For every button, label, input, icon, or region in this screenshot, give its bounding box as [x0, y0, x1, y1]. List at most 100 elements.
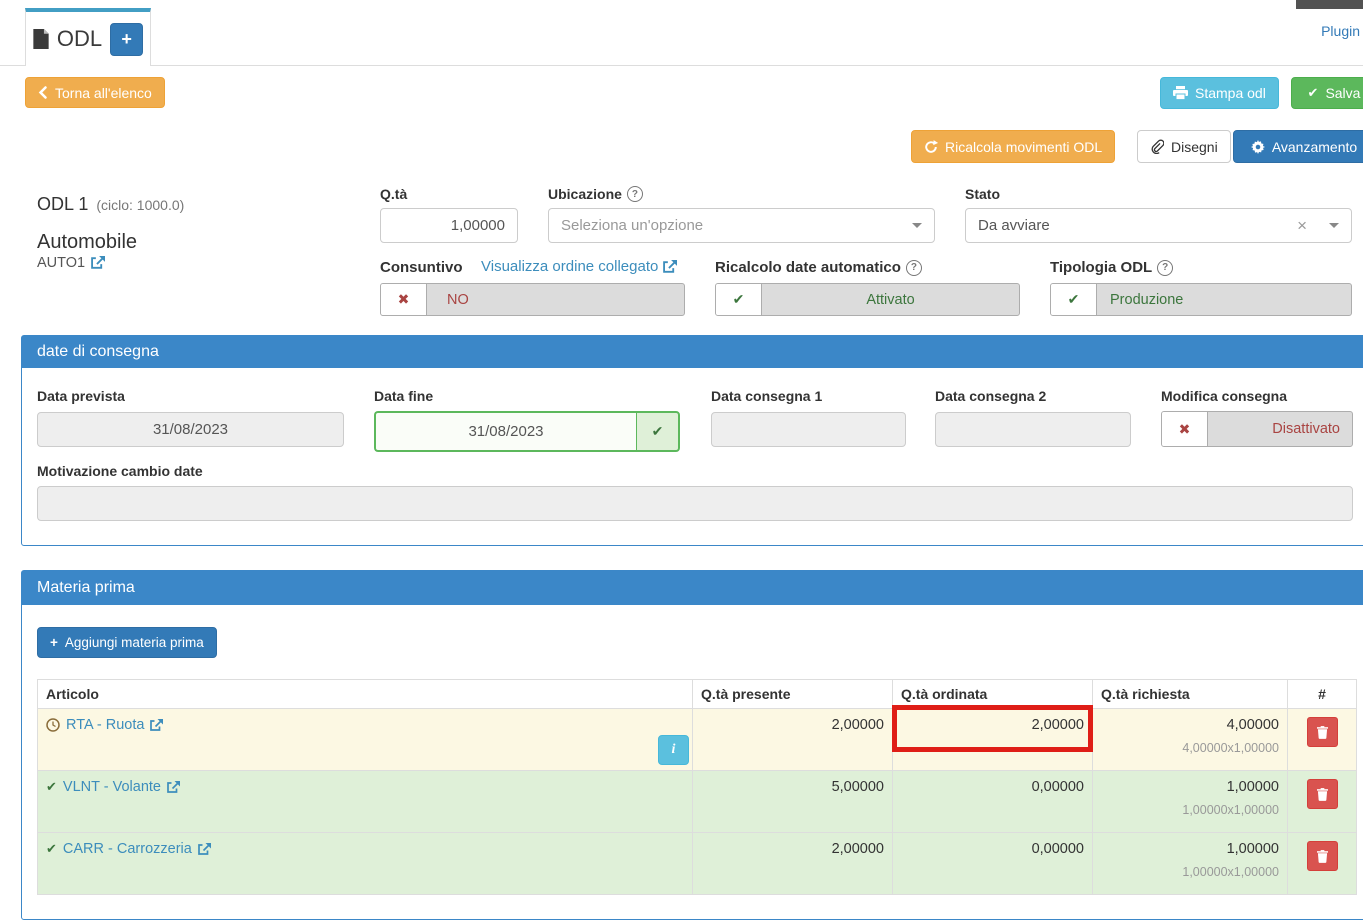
odl-number: ODL 1 [37, 194, 89, 214]
external-link-icon[interactable] [197, 842, 211, 856]
article-link[interactable]: CARR - Carrozzeria [63, 841, 192, 857]
tabs-underline [0, 65, 1363, 66]
question-circle-icon: ? [626, 186, 643, 202]
delivery-dates-panel-title: date di consegna [22, 336, 1363, 368]
table-row: ✔ CARR - Carrozzeria 2,00000 0,00000 1,0… [37, 832, 1357, 895]
product-code: AUTO1 [37, 255, 106, 271]
external-link-icon[interactable] [150, 718, 164, 732]
modifica-consegna-toggle[interactable]: ✖ Disattivato [1161, 411, 1353, 447]
data-prevista-input: 31/08/2023 [37, 412, 344, 447]
col-articolo: Articolo [37, 679, 693, 709]
delivery-dates-panel: date di consegna Data prevista 31/08/202… [21, 335, 1363, 546]
data-consegna-2-input [935, 412, 1131, 447]
odl-type-label: Tipologia ODL ? [1050, 259, 1174, 276]
article-link[interactable]: VLNT - Volante [63, 779, 161, 795]
save-button[interactable]: ✔ Salva [1291, 77, 1363, 109]
trash-icon [1316, 725, 1328, 739]
clear-icon[interactable]: × [1297, 215, 1307, 235]
odl-type-label-text: Tipologia ODL [1050, 259, 1153, 276]
article-link-label: RTA - Ruota [66, 717, 145, 733]
back-to-list-label: Torna all'elenco [55, 84, 152, 101]
qta-presente-cell: 5,00000 [692, 770, 893, 833]
check-icon: ✔ [1307, 85, 1319, 100]
tab-odl[interactable]: ODL + [25, 8, 151, 66]
add-raw-material-button[interactable]: + Aggiungi materia prima [37, 627, 217, 658]
check-icon: ✔ [651, 423, 664, 439]
article-link[interactable]: RTA - Ruota [66, 717, 144, 733]
chevron-left-icon [38, 86, 48, 99]
tab-odl-label: ODL [56, 26, 103, 51]
qta-richiesta-cell: 1,00000 1,00000x1,00000 [1092, 832, 1288, 895]
state-label: Stato [965, 186, 1000, 202]
location-placeholder: Seleziona un'opzione [561, 217, 704, 234]
consuntivo-value: NO [447, 291, 469, 308]
delete-row-button[interactable] [1306, 841, 1338, 871]
back-to-list-button[interactable]: Torna all'elenco [25, 77, 165, 108]
data-fine-input[interactable]: 31/08/2023 [374, 411, 636, 452]
add-tab-button[interactable]: + [110, 22, 144, 56]
odl-type-toggle[interactable]: ✔ Produzione [1050, 283, 1352, 316]
external-link-icon [663, 259, 678, 274]
article-link-label: VLNT - Volante [62, 779, 161, 795]
product-name: Automobile [37, 231, 138, 253]
motivazione-label: Motivazione cambio date [37, 463, 203, 479]
articolo-cell: RTA - Ruota i [37, 708, 693, 771]
qta-ordinata-cell: 2,00000 [892, 708, 1093, 771]
location-select[interactable]: Seleziona un'opzione [548, 208, 935, 243]
qta-richiesta-detail: 1,00000x1,00000 [1182, 865, 1279, 879]
actions-cell [1287, 770, 1357, 833]
info-button[interactable]: i [658, 735, 689, 765]
delete-row-button[interactable] [1306, 779, 1338, 809]
qta-richiesta-cell: 1,00000 1,00000x1,00000 [1092, 770, 1288, 833]
raw-materials-table: Articolo Q.tà presente Q.tà ordinata Q.t… [37, 679, 1357, 895]
odl-title: ODL 1 (ciclo: 1000.0) [37, 194, 184, 215]
clock-icon [46, 718, 60, 732]
data-fine-valid-addon: ✔ [636, 411, 680, 452]
table-row: ✔ VLNT - Volante 5,00000 0,00000 1,00000… [37, 770, 1357, 833]
cross-icon: ✖ [1162, 412, 1208, 446]
delete-row-button[interactable] [1306, 717, 1338, 747]
recalculate-movements-button[interactable]: Ricalcola movimenti ODL [911, 130, 1116, 163]
recalculate-movements-label: Ricalcola movimenti ODL [945, 138, 1103, 155]
qta-richiesta-detail: 1,00000x1,00000 [1182, 803, 1279, 817]
table-header-row: Articolo Q.tà presente Q.tà ordinata Q.t… [37, 679, 1357, 709]
progress-label: Avanzamento [1271, 138, 1358, 155]
plugin-link[interactable]: Plugin [1321, 23, 1360, 39]
date-recalc-value: Attivato [866, 291, 915, 308]
chevron-down-icon [912, 223, 922, 228]
date-recalc-label-text: Ricalcolo date automatico [715, 259, 901, 276]
date-recalc-toggle[interactable]: ✔ Attivato [715, 283, 1020, 316]
linked-order-link[interactable]: Visualizza ordine collegato [481, 258, 678, 275]
raw-materials-panel: Materia prima + Aggiungi materia prima A… [21, 570, 1363, 920]
state-select[interactable]: Da avviare × [965, 208, 1352, 243]
articolo-cell: ✔ CARR - Carrozzeria [37, 832, 693, 895]
qta-richiesta-cell: 4,00000 4,00000x1,00000 [1092, 708, 1288, 771]
data-consegna-1-input [711, 412, 906, 447]
raw-materials-panel-title: Materia prima [22, 571, 1363, 605]
data-consegna-1-label: Data consegna 1 [711, 388, 823, 404]
qty-input[interactable]: 1,00000 [380, 208, 518, 243]
top-right-dark-strip [1296, 0, 1363, 9]
external-link-icon[interactable] [167, 780, 180, 794]
data-prevista-label: Data prevista [37, 388, 125, 404]
qta-richiesta-value: 1,00000 [1226, 841, 1279, 857]
qta-ordinata-cell: 0,00000 [892, 770, 1093, 833]
data-fine-group: 31/08/2023 ✔ [374, 411, 680, 452]
paperclip-icon [1150, 139, 1164, 154]
consuntivo-toggle[interactable]: ✖ NO [380, 283, 685, 316]
print-odl-label: Stampa odl [1195, 85, 1266, 101]
print-odl-button[interactable]: Stampa odl [1160, 77, 1279, 109]
progress-button[interactable]: Avanzamento [1233, 130, 1363, 163]
col-qta-presente: Q.tà presente [692, 679, 893, 709]
drawings-button[interactable]: Disegni [1137, 130, 1231, 163]
external-link-icon[interactable] [91, 256, 106, 270]
qta-presente-cell: 2,00000 [692, 708, 893, 771]
qta-richiesta-detail: 4,00000x1,00000 [1182, 741, 1279, 755]
col-actions: # [1287, 679, 1357, 709]
gear-icon [1250, 139, 1265, 154]
state-value: Da avviare [978, 217, 1050, 234]
qta-ordinata-cell: 0,00000 [892, 832, 1093, 895]
modifica-consegna-label: Modifica consegna [1161, 388, 1288, 404]
highlight-box [892, 705, 1093, 752]
location-label-text: Ubicazione [548, 186, 622, 202]
